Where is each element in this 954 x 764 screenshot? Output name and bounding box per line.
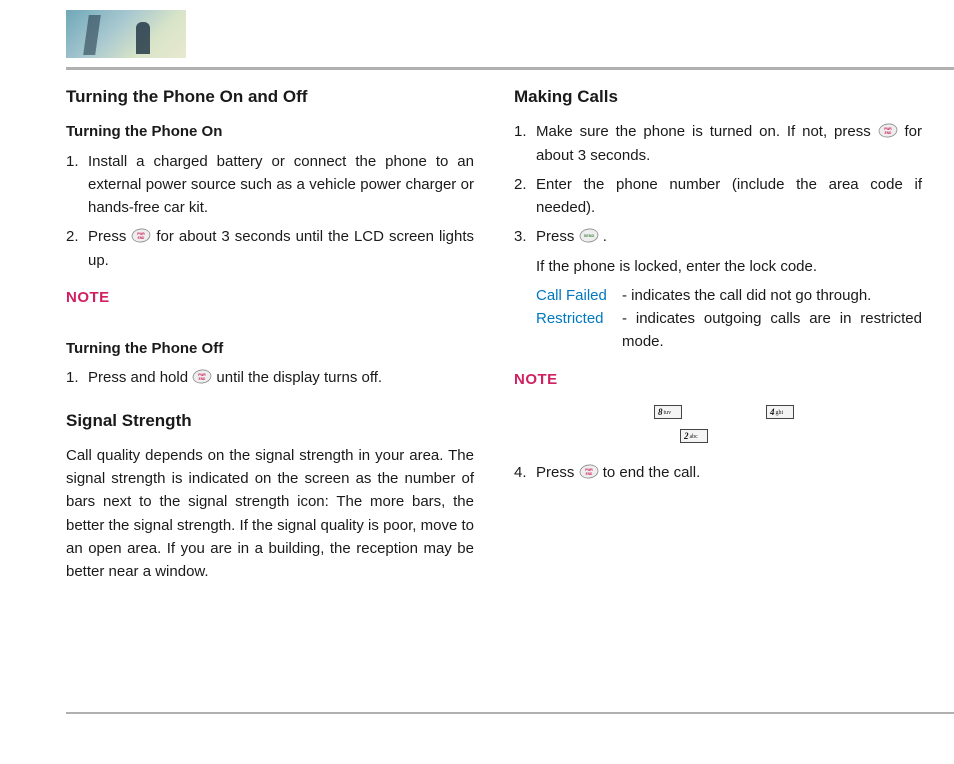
on-step-2: Press PWR END for about 3 seconds until … xyxy=(66,225,474,272)
on-step-1: Install a charged battery or connect the… xyxy=(66,150,474,220)
svg-text:END: END xyxy=(199,377,206,381)
key-2: 2abc xyxy=(680,429,708,443)
status-row-restricted: Restricted - indicates outgoing calls ar… xyxy=(536,307,922,354)
subheading-turning-on: Turning the Phone On xyxy=(66,120,474,143)
status-desc-restricted: - indicates outgoing calls are in restri… xyxy=(622,307,922,354)
call-step-1: Make sure the phone is turned on. If not… xyxy=(514,120,922,167)
top-divider xyxy=(66,67,954,70)
heading-making-calls: Making Calls xyxy=(514,84,922,110)
call-status-table: Call Failed - indicates the call did not… xyxy=(536,284,922,354)
call-step-2: Enter the phone number (include the area… xyxy=(514,173,922,220)
off-step-1: Press and hold PWR END until the display… xyxy=(66,366,474,389)
svg-text:SEND: SEND xyxy=(583,234,594,238)
off-step-1-text-a: Press and hold xyxy=(88,369,192,386)
page-columns: Turning the Phone On and Off Turning the… xyxy=(66,78,924,704)
keypad-illustration: 8tuv 4ghi 2abc xyxy=(514,401,922,447)
subheading-turning-off: Turning the Phone Off xyxy=(66,337,474,360)
svg-text:END: END xyxy=(884,131,891,135)
call-step-4: Press PWR END to end the call. xyxy=(514,461,922,484)
note-label-1: NOTE xyxy=(66,286,474,309)
call-step-1-text-a: Make sure the phone is turned on. If not… xyxy=(536,123,878,140)
note-label-2: NOTE xyxy=(514,368,922,391)
off-step-1-text-b: until the display turns off. xyxy=(216,369,382,386)
making-calls-steps-cont: Press PWR END to end the call. xyxy=(514,461,922,484)
heading-signal-strength: Signal Strength xyxy=(66,408,474,434)
header-photo xyxy=(66,10,186,58)
key-8: 8tuv xyxy=(654,405,682,419)
left-column: Turning the Phone On and Off Turning the… xyxy=(66,78,474,704)
call-step-3-text-b: . xyxy=(603,228,607,245)
key-4-sub: ghi xyxy=(776,410,784,416)
turning-off-steps: Press and hold PWR END until the display… xyxy=(66,366,474,389)
status-desc-call-failed: - indicates the call did not go through. xyxy=(622,284,922,307)
svg-text:END: END xyxy=(585,472,592,476)
key-4-num: 4 xyxy=(770,407,775,417)
send-icon: SEND xyxy=(579,228,599,243)
status-row-call-failed: Call Failed - indicates the call did not… xyxy=(536,284,922,307)
key-2-num: 2 xyxy=(684,431,689,441)
pwr-end-icon: PWR END xyxy=(579,464,599,479)
key-2-sub: abc xyxy=(690,434,698,440)
status-label-call-failed: Call Failed xyxy=(536,284,622,307)
pwr-end-icon: PWR END xyxy=(192,369,212,384)
pwr-end-icon: PWR END xyxy=(131,228,151,243)
call-step-3-text-a: Press xyxy=(536,228,579,245)
signal-strength-body: Call quality depends on the signal stren… xyxy=(66,444,474,584)
pwr-end-icon: PWR END xyxy=(878,123,898,138)
key-4: 4ghi xyxy=(766,405,794,419)
right-column: Making Calls Make sure the phone is turn… xyxy=(514,78,922,704)
call-step-4-text-b: to end the call. xyxy=(603,464,701,481)
heading-turning-on-off: Turning the Phone On and Off xyxy=(66,84,474,110)
on-step-2-text-a: Press xyxy=(88,228,131,245)
call-step-3: Press SEND . If the phone is locked, ent… xyxy=(514,225,922,353)
turning-on-steps: Install a charged battery or connect the… xyxy=(66,150,474,272)
key-8-sub: tuv xyxy=(664,410,672,416)
locked-line: If the phone is locked, enter the lock c… xyxy=(536,255,922,278)
call-step-4-text-a: Press xyxy=(536,464,579,481)
making-calls-steps: Make sure the phone is turned on. If not… xyxy=(514,120,922,353)
key-8-num: 8 xyxy=(658,407,663,417)
status-label-restricted: Restricted xyxy=(536,307,622,330)
svg-text:END: END xyxy=(138,236,145,240)
bottom-divider xyxy=(66,712,954,714)
